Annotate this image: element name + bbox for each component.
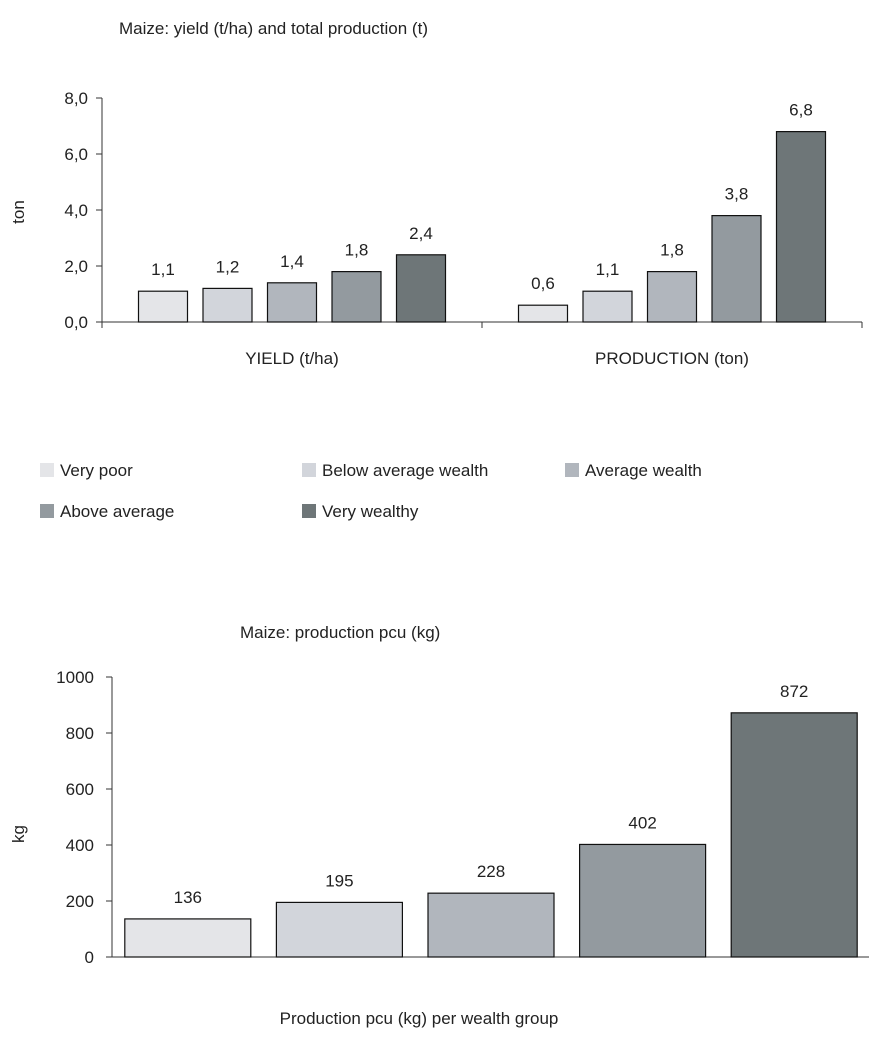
chart1-data-label: 3,8 xyxy=(725,185,749,204)
chart2-data-label: 136 xyxy=(174,888,202,907)
legend-label: Average wealth xyxy=(585,461,702,480)
legend-swatch xyxy=(302,504,316,518)
chart2-data-label: 402 xyxy=(628,813,656,832)
legend-swatch xyxy=(40,504,54,518)
legend-label: Very poor xyxy=(60,461,133,480)
chart2-y-tick-label: 600 xyxy=(66,780,94,799)
chart1-bar xyxy=(646,271,698,323)
chart1-bars: 1,1 0,6 1,2 1,1 1,4 1,8 1,8 3,8 2,4 6,8 xyxy=(137,101,827,323)
chart1-x-category-label: YIELD (t/ha) xyxy=(245,349,339,368)
chart2-title: Maize: production pcu (kg) xyxy=(240,623,440,642)
legend-swatch xyxy=(565,463,579,477)
chart1-y-tick-label: 4,0 xyxy=(64,201,88,220)
chart2-data-label: 228 xyxy=(477,862,505,881)
chart1-y-tick-label: 2,0 xyxy=(64,257,88,276)
chart2-y-axis-label: kg xyxy=(9,825,28,843)
chart2-bar xyxy=(578,843,707,958)
chart1-bar xyxy=(331,271,382,323)
chart2-y-tick-label: 1000 xyxy=(56,668,94,687)
chart1-data-label: 1,2 xyxy=(216,257,240,276)
chart1-bar xyxy=(202,287,253,323)
chart2-bar xyxy=(124,918,252,958)
chart2-data-label: 195 xyxy=(325,871,353,890)
chart2-bar xyxy=(275,901,403,958)
legend-label: Above average xyxy=(60,502,174,521)
legend-swatch xyxy=(40,463,54,477)
chart1-bar xyxy=(517,304,569,323)
chart1-data-label: 1,1 xyxy=(151,260,175,279)
chart1-y-tick-label: 8,0 xyxy=(64,89,88,108)
chart1-data-label: 1,1 xyxy=(596,260,620,279)
chart1-bar xyxy=(137,290,189,323)
chart1-data-label: 0,6 xyxy=(531,274,555,293)
chart1-legend: Very poor Below average wealth Average wea… xyxy=(40,461,702,521)
chart2-y-tick-label: 400 xyxy=(66,836,94,855)
chart1-bar xyxy=(266,282,318,323)
chart2-bar xyxy=(730,712,858,958)
chart2-data-label: 872 xyxy=(780,682,808,701)
chart1-data-label: 1,8 xyxy=(660,241,684,260)
legend-label: Below average wealth xyxy=(322,461,488,480)
chart2-bars: 136 195 228 402 872 xyxy=(124,682,858,958)
chart1-data-label: 1,8 xyxy=(345,241,369,260)
chart2-y-tick-label: 800 xyxy=(66,724,94,743)
chart2-bar xyxy=(427,892,555,958)
legend-swatch xyxy=(302,463,316,477)
chart1-y-tick-label: 6,0 xyxy=(64,145,88,164)
chart1-data-label: 1,4 xyxy=(280,252,304,271)
chart1-data-label: 6,8 xyxy=(789,101,813,120)
chart1-x-category-label: PRODUCTION (ton) xyxy=(595,349,749,368)
legend-label: Very wealthy xyxy=(322,502,419,521)
chart1-bar xyxy=(582,290,633,323)
chart1-bar xyxy=(775,131,827,323)
chart1-data-label: 2,4 xyxy=(409,224,433,243)
chart1-y-tick-label: 0,0 xyxy=(64,313,88,332)
chart2-y-tick-label: 0 xyxy=(85,948,94,967)
chart2-y-tick-label: 200 xyxy=(66,892,94,911)
chart1-y-axis-label: ton xyxy=(9,200,28,224)
chart1-bar xyxy=(711,215,762,323)
chart1-title: Maize: yield (t/ha) and total production… xyxy=(119,19,428,38)
chart1-bar xyxy=(395,254,447,323)
chart2-x-axis-label: Production pcu (kg) per wealth group xyxy=(280,1009,559,1028)
